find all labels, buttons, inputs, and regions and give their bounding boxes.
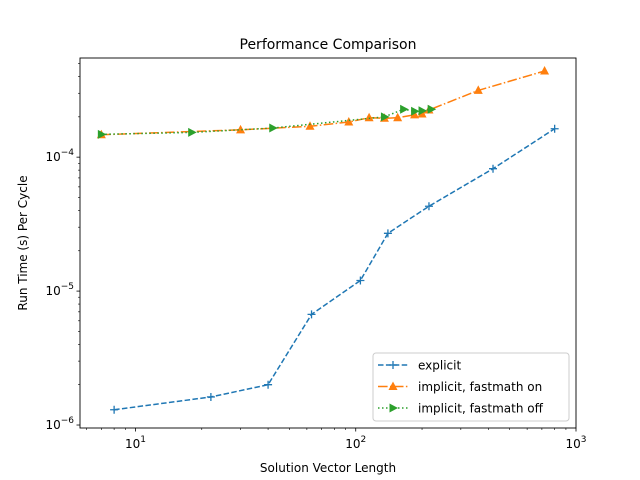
axes-frame xyxy=(79,57,577,429)
data-point xyxy=(410,109,420,119)
data-point xyxy=(550,124,559,133)
legend-label: implicit, fastmath off xyxy=(418,402,544,416)
x-tick-label: 101 xyxy=(125,435,146,451)
data-point xyxy=(393,112,403,122)
legend-label: explicit xyxy=(418,359,461,373)
data-point xyxy=(418,106,428,116)
y-tick-label: 10−4 xyxy=(45,148,74,164)
legend-marker xyxy=(389,361,397,369)
data-point xyxy=(269,123,278,133)
data-point xyxy=(380,112,390,122)
series-0 xyxy=(110,124,559,414)
x-axis-label: Solution Vector Length xyxy=(260,461,396,475)
data-point xyxy=(356,276,365,285)
data-point xyxy=(206,392,215,401)
data-point xyxy=(400,104,409,114)
data-point xyxy=(305,121,315,130)
legend-marker xyxy=(389,403,398,413)
legend-label: implicit, fastmath on xyxy=(418,380,542,394)
data-point xyxy=(188,127,197,137)
x-tick-label: 103 xyxy=(565,435,586,451)
chart-title: Performance Comparison xyxy=(240,37,417,53)
y-tick-label: 10−5 xyxy=(45,282,74,298)
data-point xyxy=(97,129,107,139)
legend: explicit implicit, fastmath on implicit, f… xyxy=(372,352,570,422)
data-point xyxy=(427,104,437,114)
data-point xyxy=(383,229,392,238)
data-point xyxy=(489,164,498,173)
x-tick-label: 102 xyxy=(345,435,366,451)
series-2 xyxy=(97,104,437,139)
data-point xyxy=(264,380,273,389)
series-line xyxy=(101,70,545,136)
data-point xyxy=(307,310,316,319)
legend-marker xyxy=(388,381,398,390)
plot-area xyxy=(96,65,559,414)
data-point xyxy=(473,85,483,94)
data-point xyxy=(540,65,550,75)
data-point xyxy=(411,106,420,116)
data-point xyxy=(424,202,433,211)
data-point xyxy=(110,405,119,414)
legend-box xyxy=(372,352,570,422)
y-axis-label: Run Time (s) Per Cycle xyxy=(16,175,30,310)
data-point xyxy=(364,112,374,122)
data-point xyxy=(344,117,354,126)
series-line xyxy=(114,128,556,411)
y-tick-label: 10−6 xyxy=(45,416,74,432)
axes: 101 102 103 10−6 10−5 10−4 xyxy=(45,63,587,451)
data-point xyxy=(236,124,246,134)
